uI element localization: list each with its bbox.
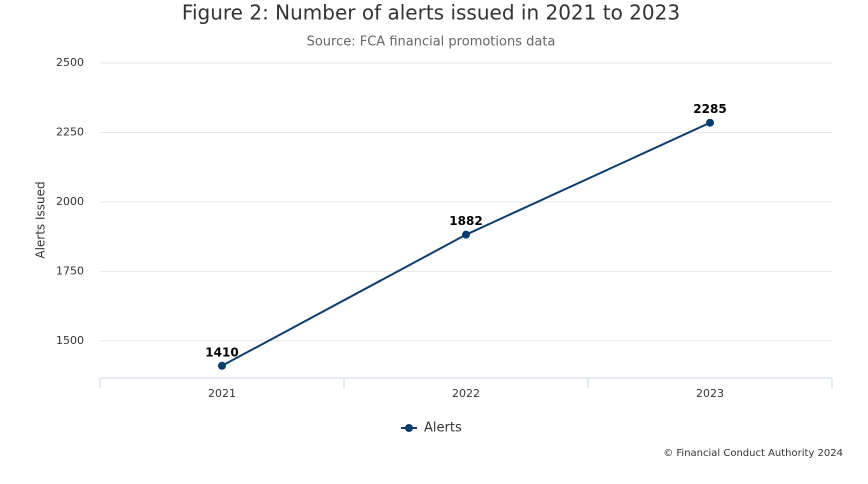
data-point bbox=[462, 230, 470, 239]
data-label: 1882 bbox=[449, 214, 482, 228]
legend-marker bbox=[405, 424, 413, 432]
chart-title: Figure 2: Number of alerts issued in 202… bbox=[182, 1, 680, 25]
credit: © Financial Conduct Authority 2024 bbox=[663, 448, 843, 459]
x-tick-label: 2021 bbox=[208, 387, 236, 400]
data-label: 2285 bbox=[693, 102, 726, 116]
data-point bbox=[218, 361, 226, 370]
x-tick-label: 2023 bbox=[696, 387, 724, 400]
y-tick-label: 2250 bbox=[56, 125, 84, 138]
series-line bbox=[221, 121, 711, 367]
legend-label: Alerts bbox=[424, 421, 462, 436]
y-tick-label: 2500 bbox=[56, 56, 84, 69]
y-tick-label: 2000 bbox=[56, 195, 84, 208]
data-point bbox=[706, 118, 714, 127]
chart-subtitle: Source: FCA financial promotions data bbox=[307, 35, 556, 50]
y-axis-title: Alerts Issued bbox=[34, 181, 48, 258]
data-label: 1410 bbox=[205, 345, 238, 359]
x-tick-label: 2022 bbox=[452, 387, 480, 400]
y-tick-label: 1500 bbox=[56, 334, 84, 347]
y-tick-label: 1750 bbox=[56, 264, 84, 277]
